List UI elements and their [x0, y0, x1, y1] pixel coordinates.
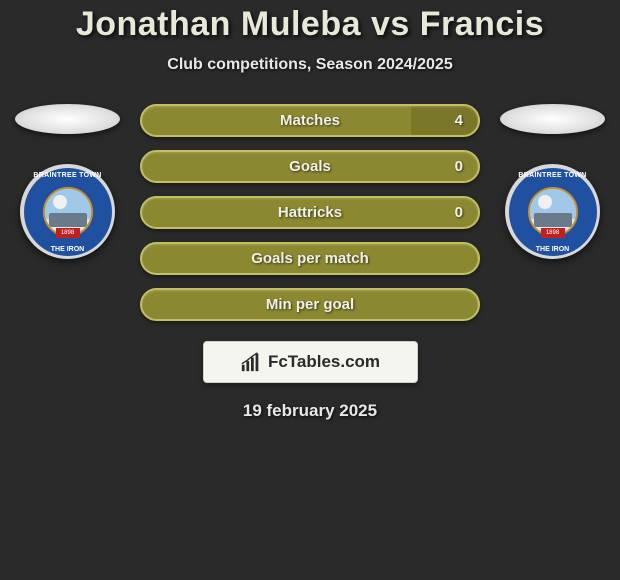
badge-year: 1898 — [541, 228, 565, 238]
stat-bar-hattricks: Hattricks 0 — [140, 196, 480, 229]
left-column: BRAINTREE TOWN 1898 THE IRON — [15, 104, 120, 259]
main-row: BRAINTREE TOWN 1898 THE IRON Matches 4 G… — [0, 104, 620, 321]
page-title: Jonathan Muleba vs Francis — [76, 5, 544, 44]
right-column: BRAINTREE TOWN 1898 THE IRON — [500, 104, 605, 259]
stat-value: 4 — [455, 112, 463, 129]
stat-label: Matches — [280, 112, 340, 129]
badge-ring: BRAINTREE TOWN 1898 THE IRON — [24, 168, 112, 256]
stat-bar-min-per-goal: Min per goal — [140, 288, 480, 321]
stat-label: Hattricks — [278, 204, 342, 221]
stat-value: 0 — [455, 158, 463, 175]
comparison-widget: Jonathan Muleba vs Francis Club competit… — [0, 0, 620, 580]
badge-top-text: BRAINTREE TOWN — [518, 172, 586, 179]
badge-ring: BRAINTREE TOWN 1898 THE IRON — [509, 168, 597, 256]
left-player-placeholder — [15, 104, 120, 134]
subtitle: Club competitions, Season 2024/2025 — [167, 56, 452, 74]
branding-box[interactable]: FcTables.com — [203, 341, 418, 383]
right-club-badge: BRAINTREE TOWN 1898 THE IRON — [505, 164, 600, 259]
chart-icon — [240, 351, 262, 373]
stat-label: Goals — [289, 158, 331, 175]
badge-bottom-text: THE IRON — [51, 246, 84, 253]
stat-label: Min per goal — [266, 296, 354, 313]
date-text: 19 february 2025 — [243, 401, 377, 421]
stat-label: Goals per match — [251, 250, 369, 267]
stat-bar-matches: Matches 4 — [140, 104, 480, 137]
badge-top-text: BRAINTREE TOWN — [33, 172, 101, 179]
left-club-badge: BRAINTREE TOWN 1898 THE IRON — [20, 164, 115, 259]
stat-value: 0 — [455, 204, 463, 221]
badge-bottom-text: THE IRON — [536, 246, 569, 253]
stats-column: Matches 4 Goals 0 Hattricks 0 Goals per … — [140, 104, 480, 321]
stat-bar-goals: Goals 0 — [140, 150, 480, 183]
stat-bar-goals-per-match: Goals per match — [140, 242, 480, 275]
badge-year: 1898 — [56, 228, 80, 238]
branding-text: FcTables.com — [268, 352, 380, 372]
right-player-placeholder — [500, 104, 605, 134]
